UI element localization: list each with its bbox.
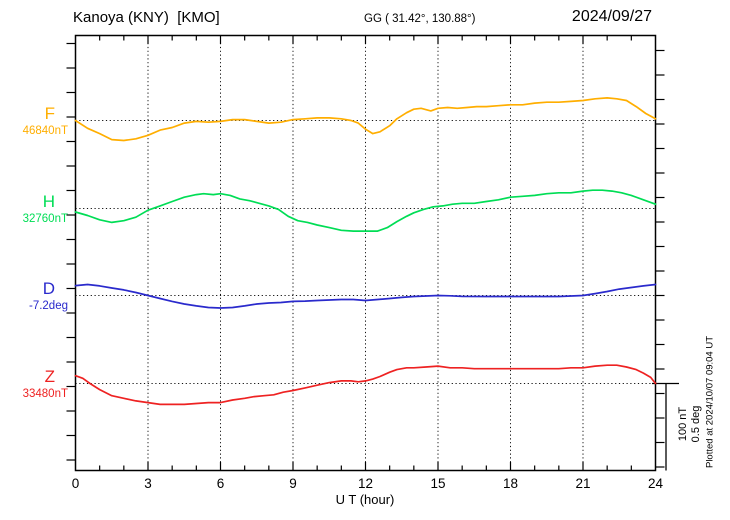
scale-bar-deg-text: 0.5 deg (690, 405, 702, 443)
x-tick-label-3: 3 (144, 476, 152, 491)
observation-date: 2024/09/27 (571, 8, 652, 25)
x-tick-label-12: 12 (357, 476, 374, 491)
station-title: Kanoya (KNY) [KMO] (73, 9, 220, 26)
baseline-value-D: -7.2deg (28, 300, 68, 312)
x-axis-label: U T (hour) (335, 492, 395, 507)
curve-D (74, 283, 657, 309)
baseline-value-F: 46840nT (22, 125, 68, 137)
x-tick-label-21: 21 (575, 476, 591, 491)
baseline-value-Z: 33480nT (22, 388, 68, 400)
x-tick-label-18: 18 (502, 476, 519, 491)
channel-label-H: H (42, 192, 55, 211)
curve-Z (74, 364, 657, 406)
x-tick-label-9: 9 (289, 476, 297, 491)
x-tick-label-15: 15 (430, 476, 446, 491)
channel-label-Z: Z (44, 367, 55, 386)
scale-bar-label: 100 nT 0.5 deg (677, 406, 703, 443)
plot-frame (74, 34, 657, 472)
channel-label-D: D (42, 279, 55, 298)
x-tick-label-6: 6 (216, 476, 225, 491)
geographic-coordinates: GG ( 31.42°, 130.88°) (364, 13, 476, 25)
baseline-value-H: 32760nT (22, 213, 68, 225)
channel-label-F: F (44, 104, 55, 123)
scale-bar-nt-text: 100 nT (676, 406, 689, 442)
curve-H (74, 189, 657, 232)
plotted-at-note: Plotted at 2024/10/07 09:04 UT (704, 335, 716, 469)
x-tick-label-0: 0 (71, 476, 80, 491)
curve-F (74, 97, 657, 142)
x-tick-label-24: 24 (647, 476, 664, 491)
